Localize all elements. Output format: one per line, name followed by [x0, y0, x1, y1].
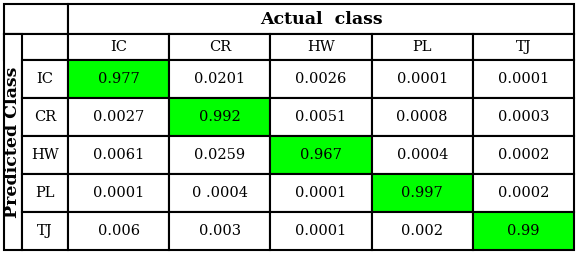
- Bar: [22, 98, 68, 136]
- Text: 0 .0004: 0 .0004: [192, 186, 248, 200]
- Bar: [271, 60, 372, 98]
- Text: 0.0259: 0.0259: [194, 148, 246, 162]
- Bar: [473, 136, 574, 174]
- Text: 0.0008: 0.0008: [397, 110, 448, 124]
- Bar: [473, 60, 574, 98]
- Text: 0.997: 0.997: [401, 186, 443, 200]
- Bar: [4, 34, 22, 250]
- Text: 0.0001: 0.0001: [295, 224, 347, 238]
- Text: 0.003: 0.003: [199, 224, 241, 238]
- Text: CR: CR: [209, 40, 231, 54]
- Text: PL: PL: [35, 186, 55, 200]
- Text: 0.0061: 0.0061: [93, 148, 144, 162]
- Bar: [4, 4, 68, 34]
- Bar: [68, 4, 574, 34]
- Text: 0.0002: 0.0002: [498, 186, 549, 200]
- Bar: [169, 98, 271, 136]
- Text: 0.0027: 0.0027: [93, 110, 144, 124]
- Bar: [22, 212, 68, 250]
- Bar: [22, 60, 68, 98]
- Text: 0.0001: 0.0001: [397, 72, 448, 86]
- Text: CR: CR: [34, 110, 56, 124]
- Text: 0.992: 0.992: [199, 110, 240, 124]
- Bar: [68, 174, 169, 212]
- Bar: [473, 34, 574, 60]
- Bar: [271, 212, 372, 250]
- Text: 0.99: 0.99: [507, 224, 540, 238]
- Text: PL: PL: [413, 40, 432, 54]
- Bar: [473, 98, 574, 136]
- Text: Actual  class: Actual class: [260, 10, 382, 27]
- Bar: [473, 174, 574, 212]
- Text: 0.0002: 0.0002: [498, 148, 549, 162]
- Bar: [68, 212, 169, 250]
- Bar: [271, 98, 372, 136]
- Bar: [372, 174, 473, 212]
- Text: TJ: TJ: [516, 40, 531, 54]
- Bar: [271, 174, 372, 212]
- Text: 0.0026: 0.0026: [295, 72, 347, 86]
- Text: IC: IC: [36, 72, 54, 86]
- Text: 0.0003: 0.0003: [498, 110, 549, 124]
- Bar: [473, 212, 574, 250]
- Text: 0.0051: 0.0051: [295, 110, 347, 124]
- Text: 0.967: 0.967: [300, 148, 342, 162]
- Bar: [22, 136, 68, 174]
- Bar: [68, 60, 169, 98]
- Bar: [372, 212, 473, 250]
- Text: 0.0001: 0.0001: [498, 72, 549, 86]
- Text: HW: HW: [307, 40, 335, 54]
- Text: TJ: TJ: [37, 224, 53, 238]
- Bar: [22, 174, 68, 212]
- Text: 0.0001: 0.0001: [295, 186, 347, 200]
- Bar: [372, 34, 473, 60]
- Bar: [372, 136, 473, 174]
- Bar: [169, 136, 271, 174]
- Bar: [372, 98, 473, 136]
- Text: 0.0001: 0.0001: [93, 186, 144, 200]
- Bar: [271, 34, 372, 60]
- Text: 0.002: 0.002: [401, 224, 443, 238]
- Text: Predicted Class: Predicted Class: [5, 66, 21, 218]
- Bar: [4, 34, 68, 60]
- Bar: [169, 34, 271, 60]
- Text: IC: IC: [110, 40, 127, 54]
- Text: 0.006: 0.006: [98, 224, 140, 238]
- Text: 0.977: 0.977: [98, 72, 139, 86]
- Bar: [68, 136, 169, 174]
- Bar: [169, 212, 271, 250]
- Bar: [68, 98, 169, 136]
- Text: 0.0201: 0.0201: [194, 72, 246, 86]
- Bar: [169, 60, 271, 98]
- Bar: [372, 60, 473, 98]
- Bar: [271, 136, 372, 174]
- Text: HW: HW: [31, 148, 59, 162]
- Bar: [68, 34, 169, 60]
- Text: 0.0004: 0.0004: [397, 148, 448, 162]
- Bar: [169, 174, 271, 212]
